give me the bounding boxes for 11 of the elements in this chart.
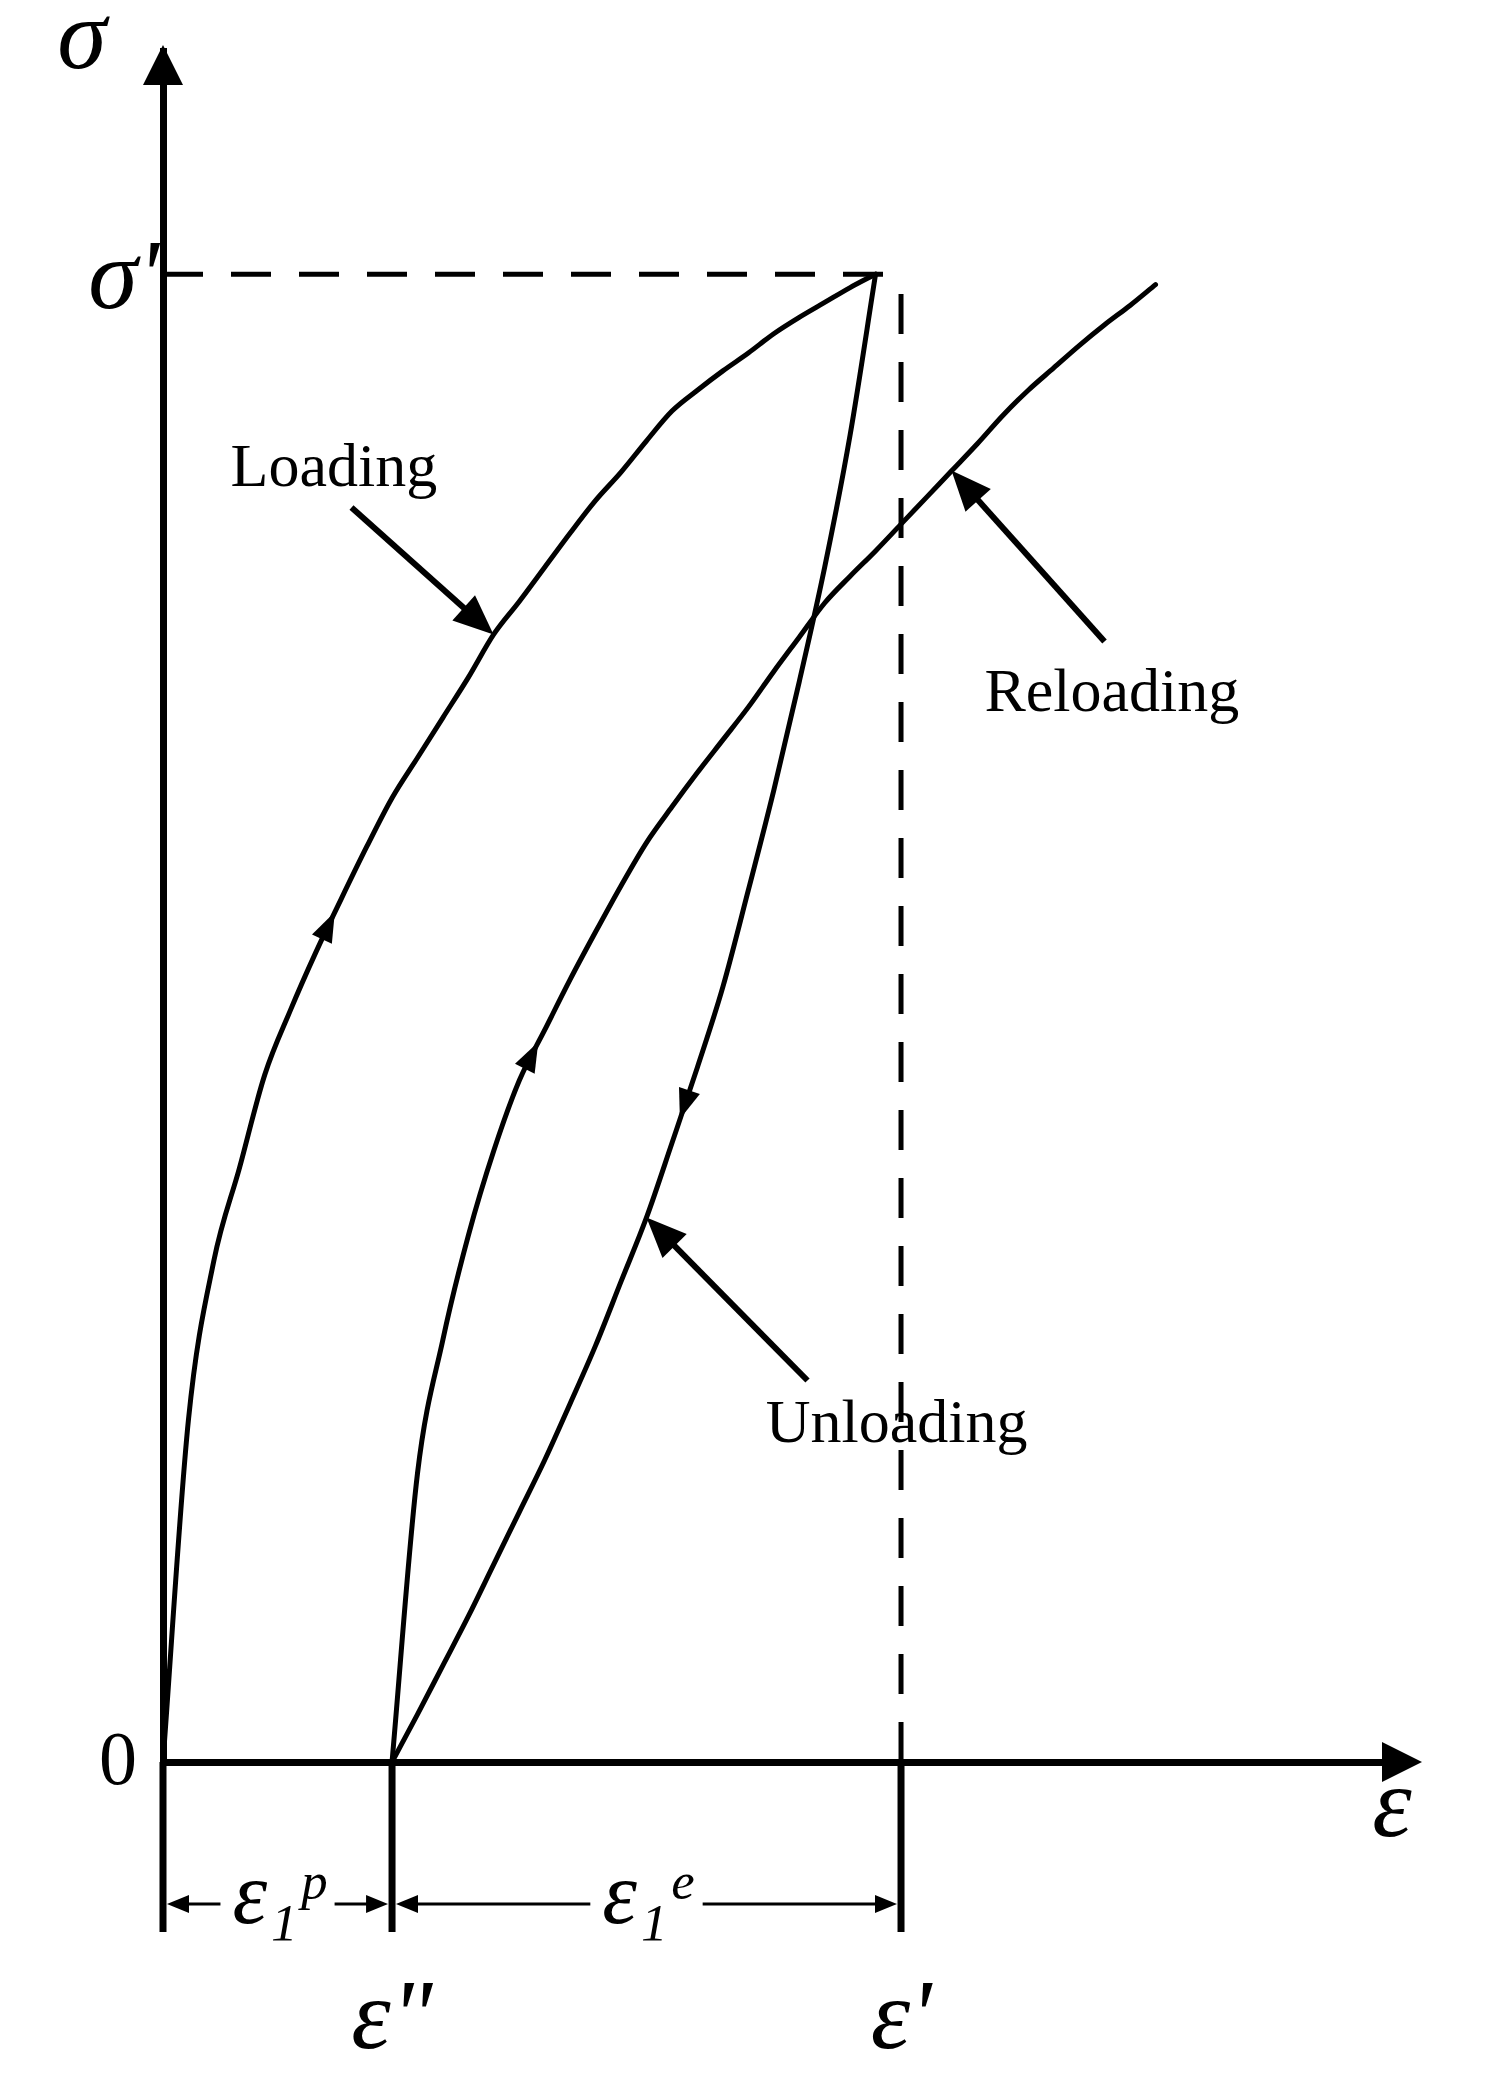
annotation: Loading — [230, 430, 438, 499]
ref-line-label: σ' — [88, 219, 161, 331]
y-axis-title: σ — [57, 0, 111, 91]
annotation: Reloading — [984, 655, 1240, 724]
text: 0 — [99, 1715, 137, 1800]
x-tick-label: ε" — [351, 1959, 434, 2071]
text: ε₁ᵖ — [232, 1845, 327, 1943]
text: ε₁ᵉ — [602, 1845, 694, 1943]
x-tick-label: ε' — [870, 1959, 934, 2071]
x-axis-title: ε — [1372, 1747, 1413, 1859]
annotation: Unloading — [765, 1386, 1028, 1455]
